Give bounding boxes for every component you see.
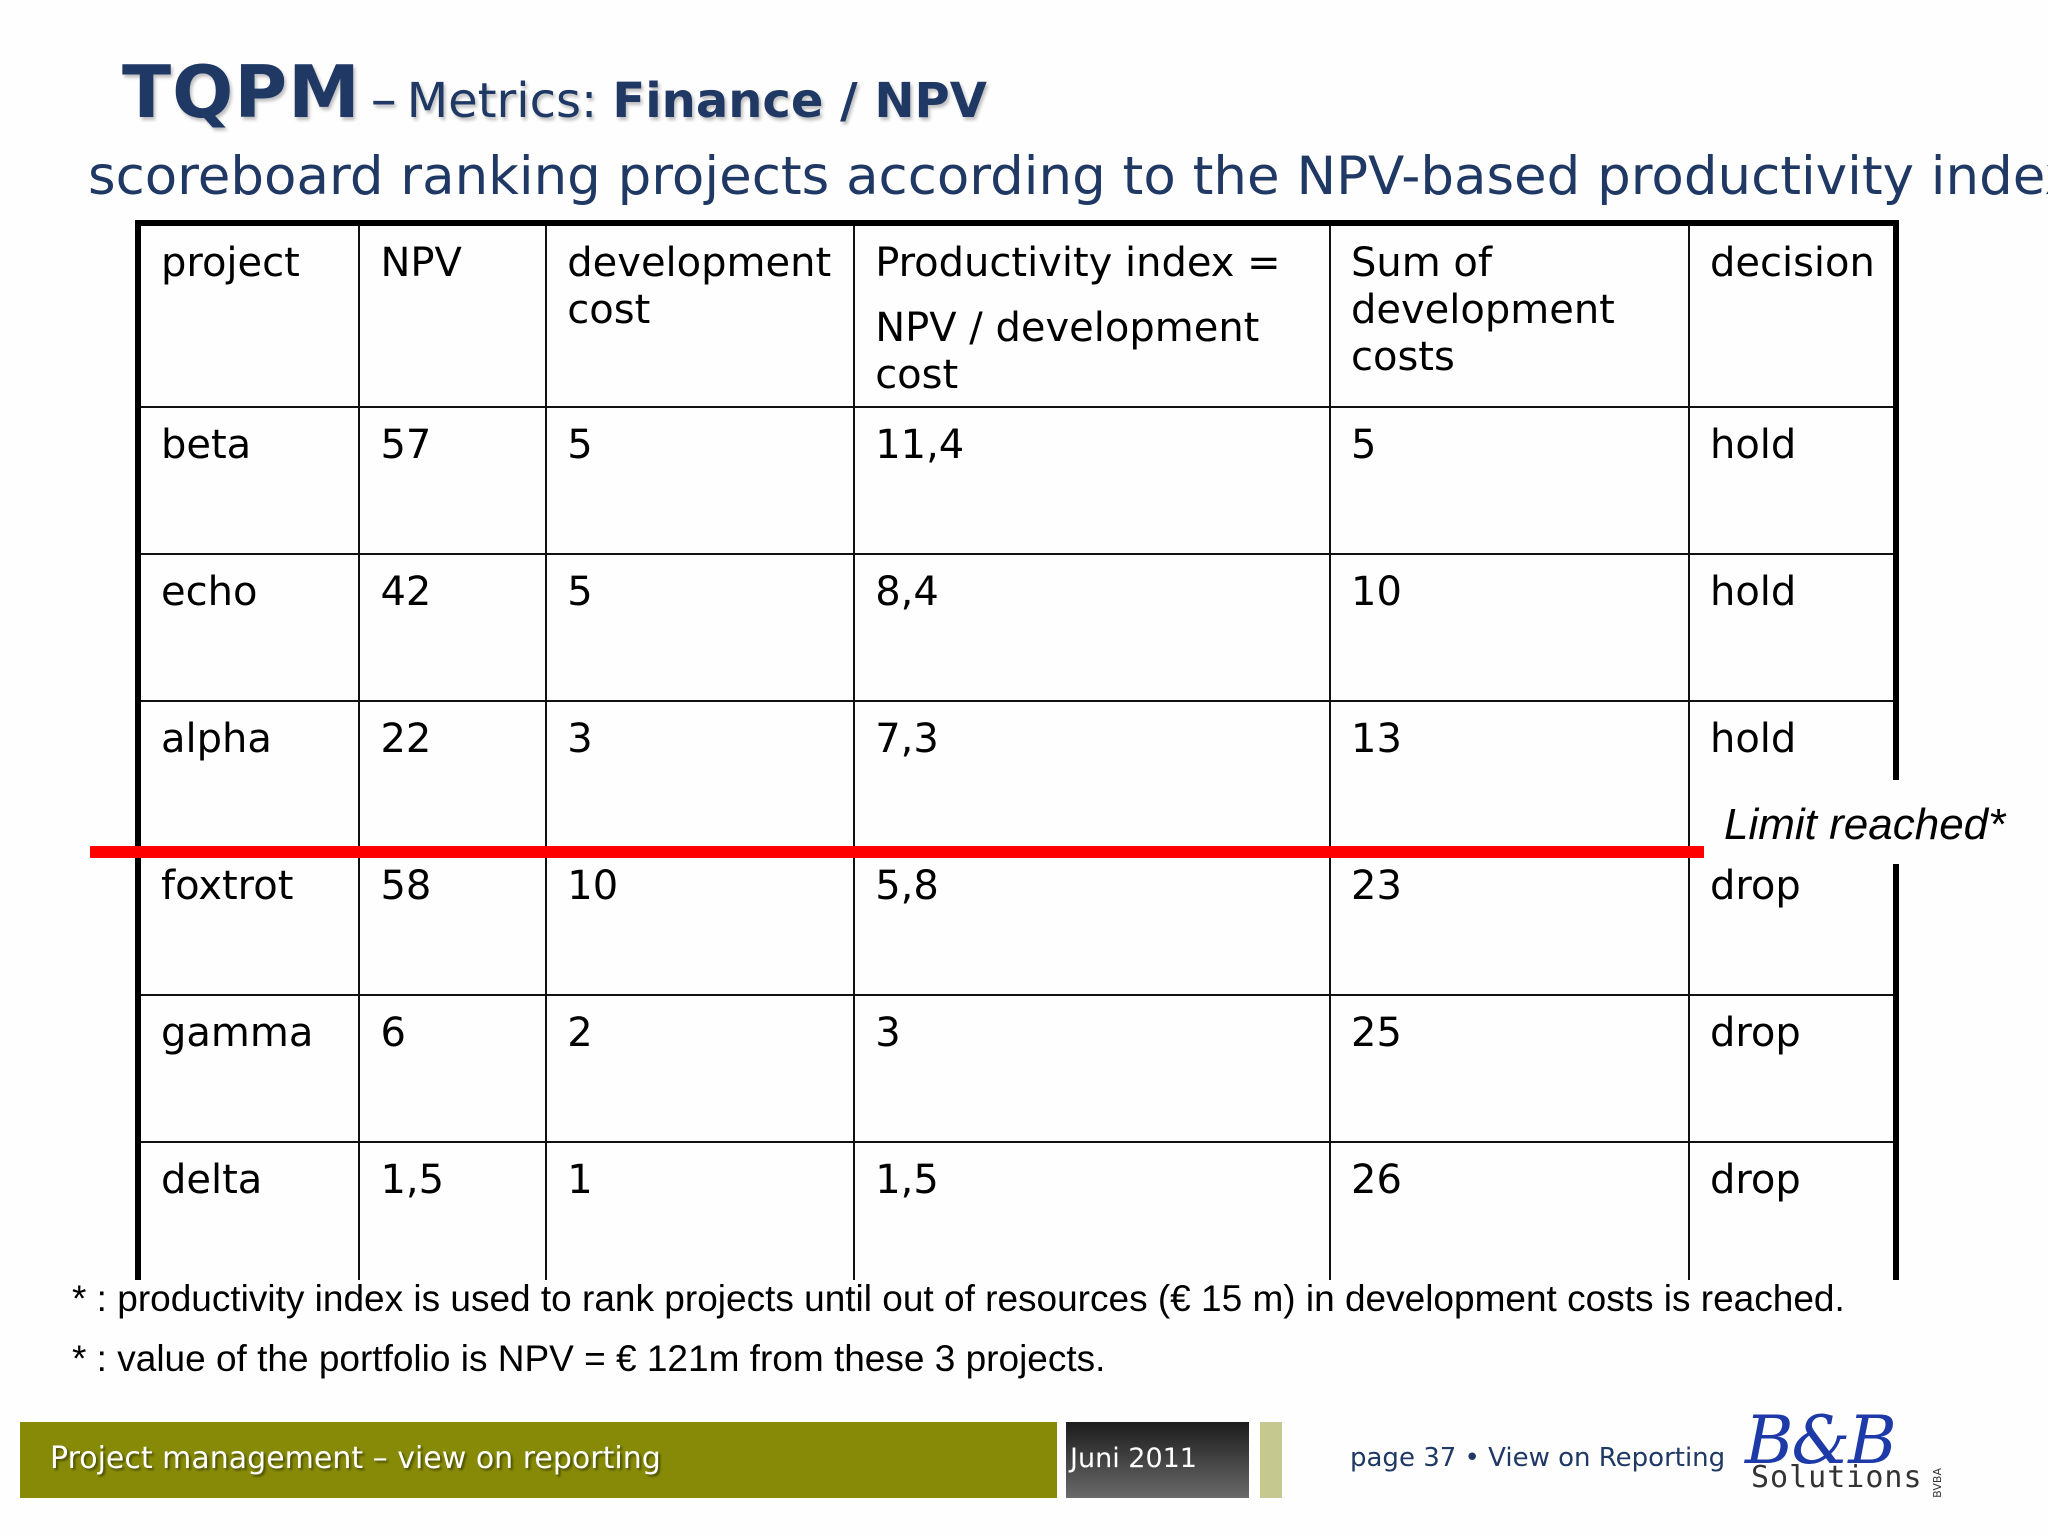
cell-decision: drop bbox=[1687, 1141, 1898, 1280]
cell-productivity-index: 8,4 bbox=[853, 553, 1331, 702]
footer-page-info: page 37 • View on Reporting bbox=[1350, 1443, 1726, 1473]
footer-accent-box bbox=[1260, 1422, 1282, 1498]
footnote-resources: * : productivity index is used to rank p… bbox=[72, 1278, 1845, 1319]
table-row: echo 42 5 8,4 10 hold bbox=[136, 553, 1898, 702]
company-logo: B&B Solutions BVBA bbox=[1745, 1402, 1965, 1498]
cell-npv: 58 bbox=[358, 847, 548, 996]
footer-date-box bbox=[1066, 1422, 1249, 1498]
cell-npv: 1,5 bbox=[358, 1141, 548, 1280]
cell-productivity-index: 7,3 bbox=[853, 700, 1331, 849]
cell-sum-costs: 25 bbox=[1329, 994, 1690, 1143]
table-header-row: project NPV development cost Productivit… bbox=[136, 222, 1898, 408]
table-row: gamma 6 2 3 25 drop bbox=[136, 994, 1898, 1143]
cell-productivity-index: 3 bbox=[853, 994, 1331, 1143]
cell-productivity-index: 1,5 bbox=[853, 1141, 1331, 1280]
cell-decision: hold bbox=[1687, 553, 1898, 702]
header-project: project bbox=[136, 222, 361, 408]
cell-sum-costs: 5 bbox=[1329, 406, 1690, 555]
cell-sum-costs: 23 bbox=[1329, 847, 1690, 996]
limit-reached-label: Limit reached* bbox=[1724, 800, 2006, 849]
title-main: TQPM bbox=[122, 50, 361, 134]
cell-sum-costs: 26 bbox=[1329, 1141, 1690, 1280]
logo-main-text: B&B bbox=[1745, 1402, 1897, 1479]
cell-project: delta bbox=[136, 1141, 361, 1280]
header-productivity-index: Productivity index = NPV / development co… bbox=[853, 222, 1331, 408]
cell-development-cost: 3 bbox=[545, 700, 856, 849]
header-npv: NPV bbox=[358, 222, 548, 408]
limit-line bbox=[90, 846, 1704, 858]
cell-sum-costs: 13 bbox=[1329, 700, 1690, 849]
title-sub: Metrics: Finance / NPV bbox=[407, 73, 987, 129]
slide-subtitle: scoreboard ranking projects according to… bbox=[88, 146, 2048, 207]
cell-decision: drop bbox=[1687, 994, 1898, 1143]
header-development-cost: development cost bbox=[545, 222, 856, 408]
slide-title: TQPM – Metrics: Finance / NPV bbox=[122, 50, 987, 134]
cell-project: beta bbox=[136, 406, 361, 555]
cell-npv: 6 bbox=[358, 994, 548, 1143]
table-row: alpha 22 3 7,3 13 hold bbox=[136, 700, 1898, 849]
header-sum-development-costs: Sum of development costs bbox=[1329, 222, 1690, 408]
cell-sum-costs: 10 bbox=[1329, 553, 1690, 702]
limit-label-background bbox=[1692, 780, 2022, 864]
cell-project: alpha bbox=[136, 700, 361, 849]
cell-development-cost: 1 bbox=[545, 1141, 856, 1280]
cell-development-cost: 5 bbox=[545, 406, 856, 555]
cell-project: gamma bbox=[136, 994, 361, 1143]
cell-productivity-index: 5,8 bbox=[853, 847, 1331, 996]
cell-decision: hold bbox=[1687, 406, 1898, 555]
cell-npv: 42 bbox=[358, 553, 548, 702]
cell-development-cost: 5 bbox=[545, 553, 856, 702]
cell-npv: 22 bbox=[358, 700, 548, 849]
header-decision: decision bbox=[1687, 222, 1898, 408]
footer-title: Project management – view on reporting bbox=[50, 1441, 661, 1476]
table-row: foxtrot 58 10 5,8 23 drop bbox=[136, 847, 1898, 996]
logo-sub-text: Solutions bbox=[1751, 1460, 1923, 1495]
cell-development-cost: 10 bbox=[545, 847, 856, 996]
header-pi-line2: NPV / development cost bbox=[875, 305, 1260, 398]
table-row: beta 57 5 11,4 5 hold bbox=[136, 406, 1898, 555]
title-sub-bold: Finance / NPV bbox=[612, 73, 987, 129]
cell-project: echo bbox=[136, 553, 361, 702]
table-row: delta 1,5 1 1,5 26 drop bbox=[136, 1141, 1898, 1280]
footer-bar bbox=[20, 1422, 1057, 1498]
footnote-portfolio-value: * : value of the portfolio is NPV = € 12… bbox=[72, 1338, 1106, 1379]
scoreboard-table: project NPV development cost Productivit… bbox=[135, 220, 1899, 1280]
cell-project: foxtrot bbox=[136, 847, 361, 996]
cell-productivity-index: 11,4 bbox=[853, 406, 1331, 555]
logo-bvba-text: BVBA bbox=[1931, 1468, 1944, 1498]
header-pi-line1: Productivity index = bbox=[875, 240, 1281, 286]
cell-decision: drop bbox=[1687, 847, 1898, 996]
title-dash: – bbox=[370, 70, 397, 130]
footer-date: Juni 2011 bbox=[1070, 1443, 1197, 1474]
cell-development-cost: 2 bbox=[545, 994, 856, 1143]
title-sub-prefix: Metrics: bbox=[406, 73, 613, 129]
cell-npv: 57 bbox=[358, 406, 548, 555]
